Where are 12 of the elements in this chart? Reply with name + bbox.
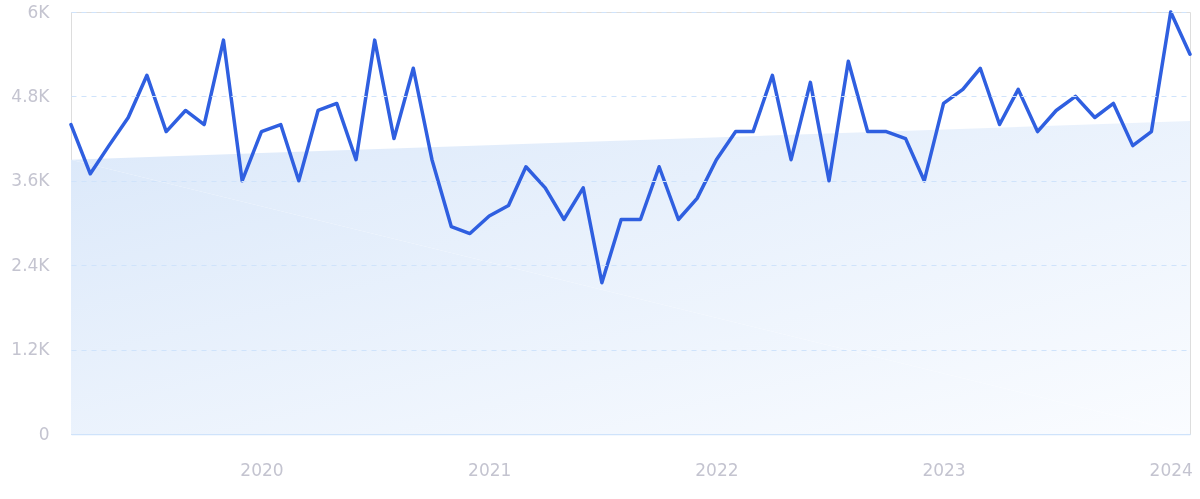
x-tick-label: 2020 — [240, 459, 284, 480]
y-tick-label: 3.6K — [11, 170, 51, 191]
y-tick-label: 6K — [27, 1, 51, 22]
line-series — [69, 10, 1192, 285]
x-tick-label: 2022 — [695, 459, 739, 480]
x-tick-label: 2021 — [468, 459, 512, 480]
x-tick-label: 2024 — [1149, 459, 1193, 480]
y-tick-label: 2.4K — [11, 254, 51, 275]
x-tick-label: 2023 — [922, 459, 966, 480]
y-tick-label: 0 — [38, 423, 50, 444]
y-tick-label: 4.8K — [11, 85, 51, 106]
y-tick-label: 1.2K — [11, 339, 51, 360]
